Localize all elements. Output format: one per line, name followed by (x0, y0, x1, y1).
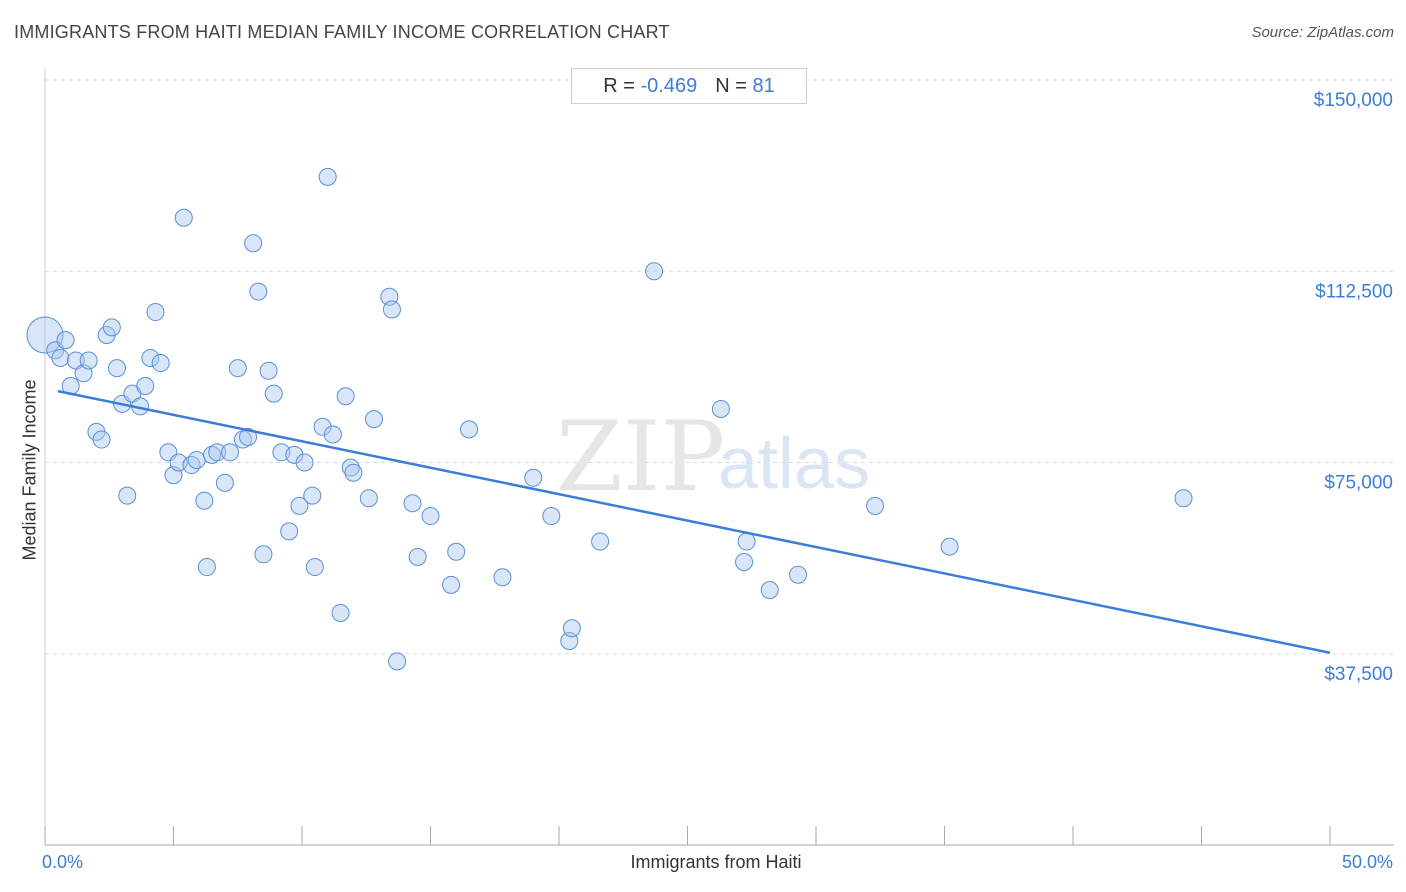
data-point (197, 558, 216, 577)
data-point (442, 575, 461, 594)
data-point (107, 359, 126, 378)
data-point (542, 507, 561, 526)
data-point (259, 361, 278, 380)
data-point (388, 652, 407, 671)
y-tick-label: $112,500 (1315, 281, 1393, 302)
data-point (645, 262, 664, 281)
y-axis-label: Median Family Income (19, 379, 40, 561)
watermark-atlas: atlas (718, 424, 870, 504)
data-point (141, 348, 160, 367)
data-point (313, 417, 332, 436)
data-point (382, 300, 401, 319)
data-point (408, 547, 427, 566)
data-point (195, 491, 214, 510)
data-point (591, 532, 610, 551)
data-point (421, 507, 440, 526)
data-point (174, 208, 193, 227)
y-tick-label: $150,000 (1314, 90, 1393, 111)
data-point (26, 316, 64, 354)
data-point (221, 443, 240, 462)
data-point (336, 387, 355, 406)
watermark: ZIP atlas (556, 401, 870, 513)
data-point (182, 456, 201, 475)
grid-lines (45, 79, 1394, 655)
data-point (239, 428, 258, 446)
data-point (79, 351, 98, 370)
data-point (344, 463, 363, 482)
data-point (364, 410, 383, 429)
trend-line (57, 389, 1331, 654)
data-point (249, 282, 268, 301)
data-point (92, 430, 111, 449)
data-points (26, 167, 1193, 671)
y-tick-label: $37,500 (1324, 664, 1393, 685)
data-point (789, 565, 808, 584)
trend-line-group (57, 389, 1331, 654)
data-point (331, 603, 350, 622)
watermark-zip: ZIP (556, 401, 725, 513)
y-tick-label: $75,000 (1324, 473, 1393, 494)
data-point (460, 420, 479, 439)
x-tick-max: 50.0% (1341, 852, 1393, 872)
data-point (866, 496, 885, 515)
data-point (711, 399, 730, 418)
data-point (737, 532, 756, 551)
x-tick-min: 0.0% (42, 852, 84, 872)
data-point (51, 348, 70, 367)
data-point (403, 494, 422, 513)
data-point (102, 318, 121, 337)
data-point (295, 453, 314, 472)
data-point (118, 486, 137, 505)
chart-title: IMMIGRANTS FROM HAITI MEDIAN FAMILY INCO… (14, 22, 670, 42)
data-point (187, 450, 206, 469)
n-stat: N = 81 (715, 75, 775, 98)
data-point (323, 425, 342, 444)
data-point (254, 545, 273, 564)
data-point (562, 619, 581, 638)
data-point (940, 537, 959, 556)
data-point (264, 384, 283, 403)
data-point (215, 473, 234, 492)
data-point (136, 377, 155, 395)
data-point (524, 468, 543, 487)
r-label: R = (603, 74, 635, 97)
data-point (233, 430, 252, 449)
x-axis-label: Immigrants from Haiti (630, 852, 802, 872)
r-value: -0.469 (640, 74, 698, 97)
data-point (447, 542, 466, 561)
data-point (151, 354, 170, 373)
data-point (285, 445, 304, 464)
data-point (735, 552, 754, 571)
y-tick-labels: $150,000 $112,500 $75,000 $37,500 (1314, 90, 1393, 685)
r-stat: R = -0.469 (603, 75, 697, 98)
n-value: 81 (752, 74, 775, 97)
data-point (228, 359, 247, 378)
data-point (208, 443, 227, 462)
data-point (203, 445, 222, 464)
data-point (305, 558, 324, 577)
data-point (244, 234, 263, 253)
data-point (493, 568, 512, 587)
data-point (1174, 489, 1193, 508)
data-point (760, 581, 779, 599)
data-point (318, 167, 337, 186)
source-credit: Source: ZipAtlas.com (1251, 24, 1394, 41)
n-label: N = (715, 74, 747, 97)
correlation-stats: R = -0.469 N = 81 (571, 68, 807, 104)
data-point (303, 486, 322, 505)
axes (44, 68, 1394, 846)
data-point (146, 303, 165, 322)
data-point (56, 331, 75, 350)
data-point (341, 458, 360, 477)
data-point (290, 496, 309, 515)
data-point (280, 522, 299, 541)
data-point (359, 489, 378, 508)
